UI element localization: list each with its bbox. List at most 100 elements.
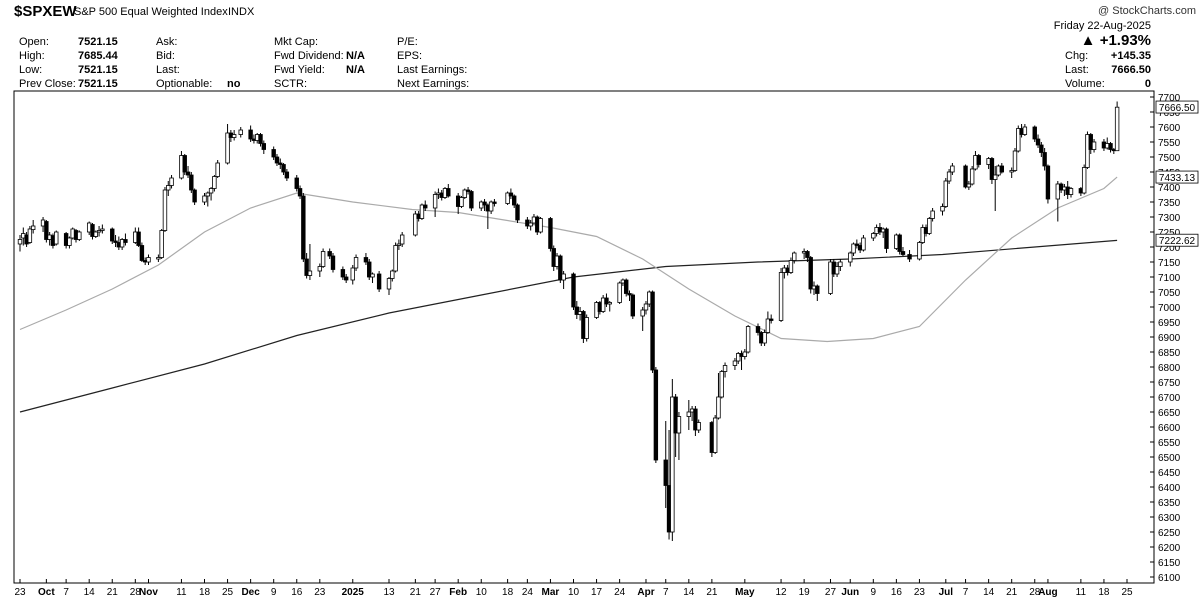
candle-body [1012,150,1018,171]
candle-body [185,171,191,176]
low-label: Low: [19,64,43,76]
x-tick-label: 18 [199,587,211,598]
candle-body [670,396,675,533]
y-tick-label: 7500 [1158,153,1181,164]
candle-body [1068,188,1074,195]
x-tick-label: 28 [130,587,142,598]
x-tick-label: 21 [1006,587,1018,598]
candle-body [950,165,955,173]
candle-body [600,297,606,312]
x-tick-label: 23 [914,587,926,598]
x-tick-label: 7 [963,587,969,598]
candle-body [653,369,659,461]
candle-body [508,192,514,197]
x-tick-label: 24 [614,587,626,598]
high-value: 7685.44 [78,50,118,62]
candle-body [643,303,649,311]
candle-body [110,228,115,242]
candle-body [640,309,645,317]
price-tags: 7666.50 7433.13 7222.62 [1155,100,1199,247]
next-earnings-label: Next Earnings: [397,78,470,90]
candle-body [93,231,98,237]
optionable-label: Optionable: [156,78,213,90]
candle-body [548,218,553,249]
x-tick-label: 11 [176,587,187,598]
candle-body [162,189,168,231]
candle-body [676,416,682,434]
last-price-tag-box [1155,100,1199,114]
x-tick-label: 16 [891,587,903,598]
candle-body [828,261,833,294]
x-tick-label: Dec [241,587,260,598]
candle-body [446,188,451,197]
y-tick-label: 7400 [1158,183,1181,194]
candle-body [396,243,402,246]
last-price-tag-label: 7666.50 [1159,103,1196,114]
candle-body [353,257,359,269]
candle-body [673,396,678,434]
candle-body [281,164,286,173]
last-value: 7666.50 [1111,64,1151,76]
x-tick-label: 25 [1121,587,1133,598]
candle-body [736,353,741,362]
candle-body [370,273,375,278]
candle-body [376,273,382,290]
candle-body [745,326,751,353]
x-tick-label: Jul [939,587,954,598]
candle-body [146,257,151,263]
candle-body [963,165,968,188]
x-tick-label: Jun [841,587,859,598]
y-tick-label: 6750 [1158,378,1181,389]
candle-body [182,155,187,173]
x-tick-label: 12 [776,587,788,598]
candle-body [900,251,906,255]
candle-body [301,195,306,260]
candle-body [90,224,95,237]
x-tick-label: 23 [14,587,26,598]
y-tick-label: 6700 [1158,393,1181,404]
candle-body [742,351,748,357]
candle-body [808,257,813,290]
percent-change-value: +1.93% [1099,32,1151,49]
candle-body [805,251,810,258]
candle-body [278,162,283,165]
volume-value: 0 [1144,78,1151,90]
plot-area [17,101,1120,541]
optionable-value: no [227,78,241,90]
candle-body [907,254,912,260]
candle-body [432,194,438,209]
candle-body [732,360,738,366]
candle-body [419,204,425,219]
candle-body [999,165,1005,173]
candle-body [943,180,948,207]
candle-body [192,189,197,203]
y-axis: 6100 6150 6200 6250 6300 6350 6400 6450 6500 6550… [1150,93,1181,584]
candle-body [469,191,474,209]
candle-body [304,258,309,276]
quote-header: $SPXEW S&P 500 Equal Weighted Index INDX… [0,0,1200,92]
candle-body [834,266,840,275]
x-tick-label: 21 [706,587,718,598]
candle-body [617,282,622,303]
y-tick-label: 6150 [1158,558,1181,569]
candle-body [462,189,467,198]
candle-body [511,195,517,206]
sctr-label: SCTR: [274,78,307,90]
high-label: High: [19,50,45,62]
candle-body [44,221,49,240]
candle-body [663,459,668,486]
candle-body [261,143,267,150]
fwd-dividend-value: N/A [346,50,365,62]
candle-body [159,230,164,258]
y-tick-label: 7350 [1158,198,1181,209]
x-tick-label: 21 [410,587,422,598]
candle-body [1081,167,1087,194]
candle-body [271,149,276,158]
candle-body [367,261,372,278]
candle-body [686,411,692,417]
candle-body [515,204,520,221]
candle-body [538,218,543,233]
candle-body [330,255,336,270]
ma50-tag-box [1155,170,1199,184]
